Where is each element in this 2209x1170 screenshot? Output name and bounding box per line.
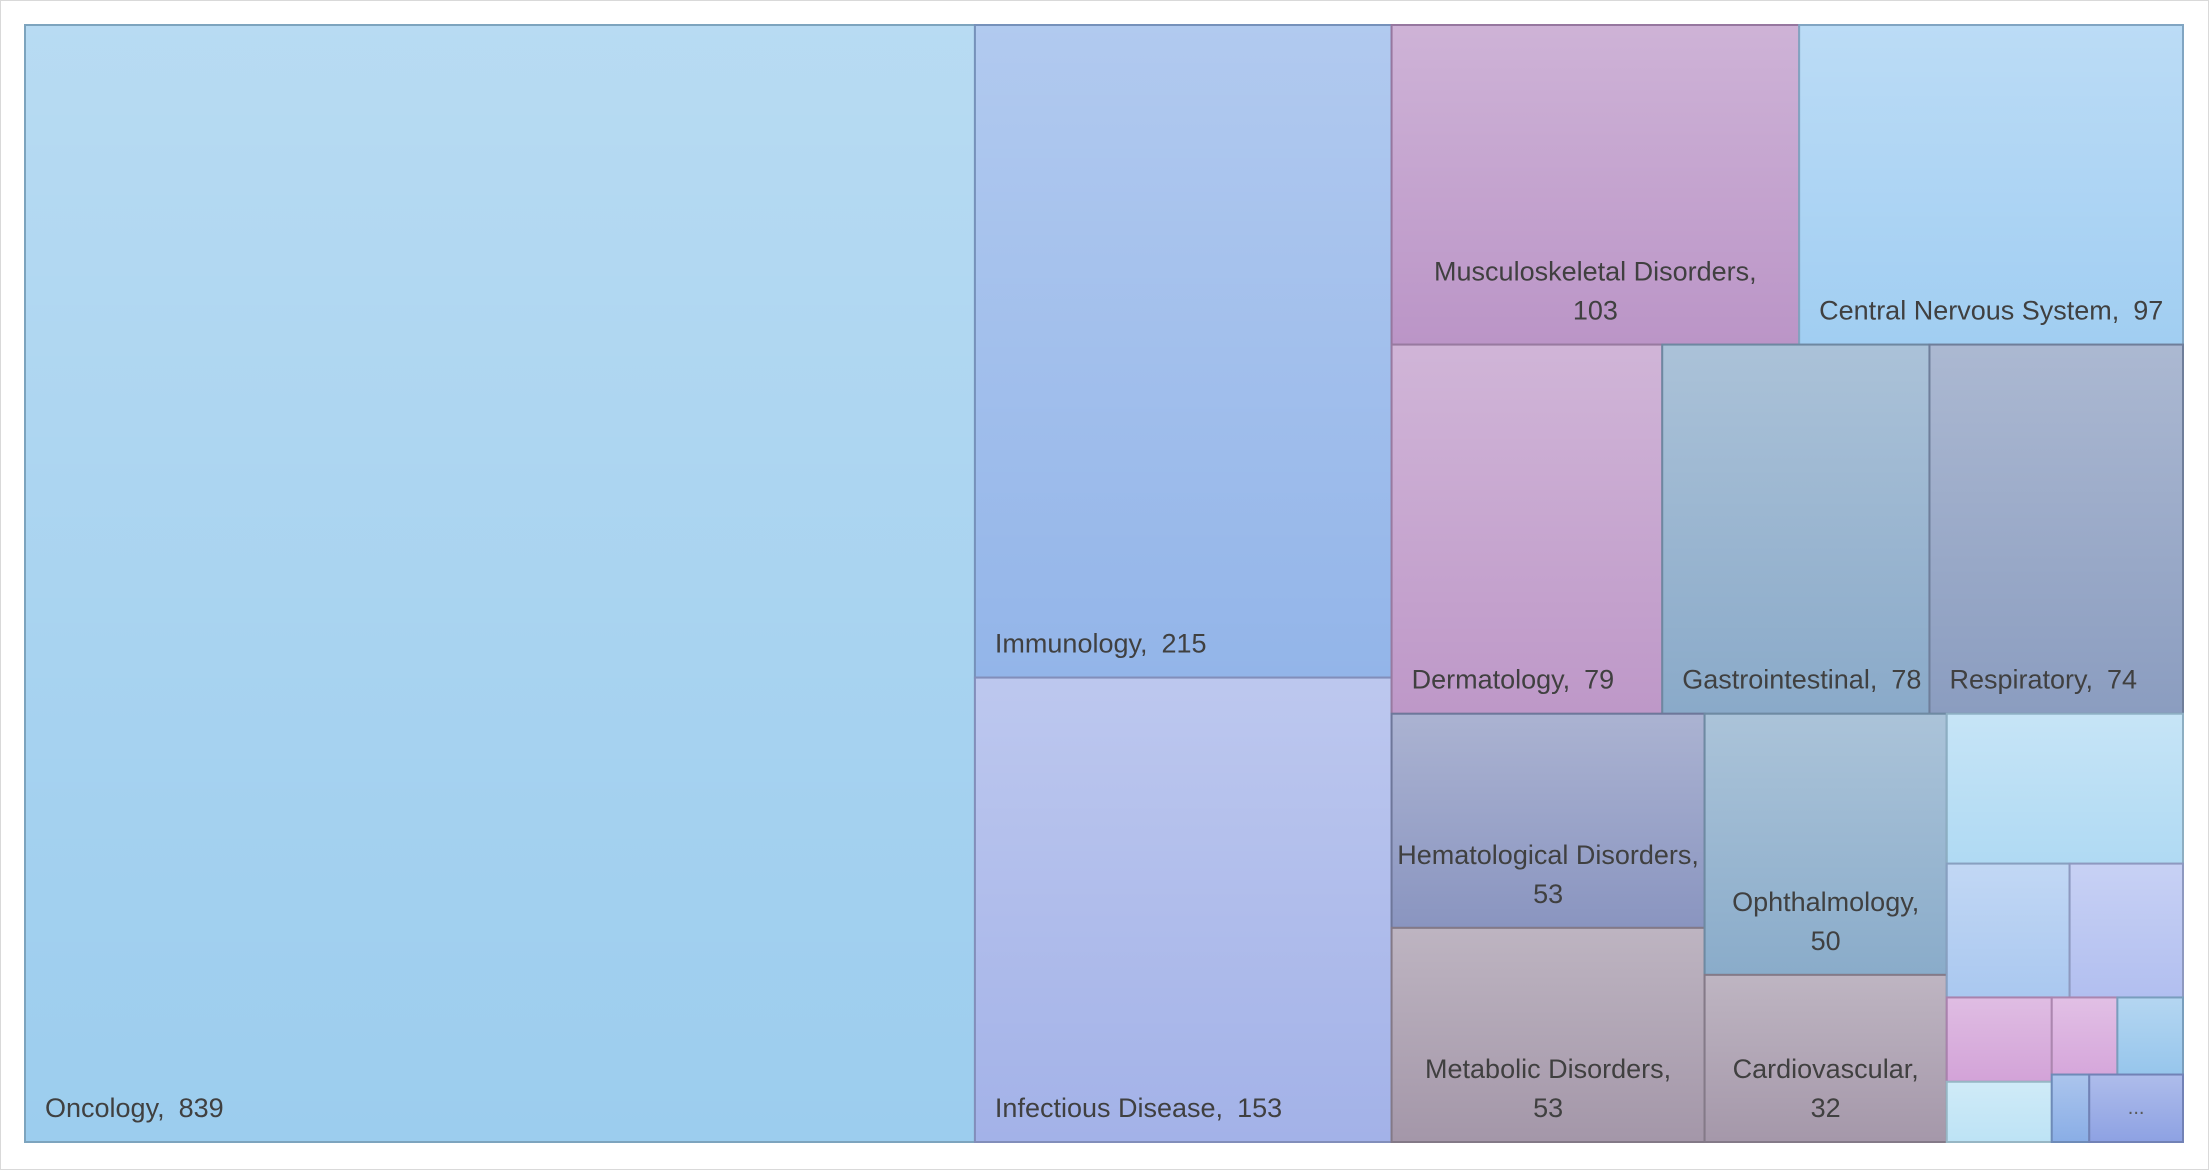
cell-shade [1800,26,2182,344]
cell-shade [2090,1075,2182,1141]
label-separator: , [1870,665,1878,695]
label-name: Ophthalmology [1732,887,1914,917]
label-value: 32 [1811,1093,1841,1123]
label-separator: , [1140,629,1148,659]
label-name: Respiratory [1949,665,2088,695]
cell-shade [1663,345,1929,713]
cell-shade [26,26,974,1141]
cell-shade [1947,714,2182,863]
label-separator: , [1749,257,1757,287]
label-separator: , [1691,840,1699,870]
label-value: 97 [2133,296,2163,326]
cell-label: Dermatology, 79 [1412,665,1615,695]
cell-shade [1392,714,1704,927]
label-name: Oncology [45,1093,160,1123]
label-value: 74 [2107,665,2137,695]
label-separator: , [157,1093,165,1123]
label-name: Infectious Disease [995,1093,1216,1123]
cell-label: Gastrointestinal, 78 [1682,665,1921,695]
label-separator: , [1911,1054,1919,1084]
label-separator: , [1216,1093,1224,1123]
cell-shade [1392,26,1799,344]
cell-label: Musculoskeletal Disorders, [1434,257,1757,287]
label-name: Immunology [995,629,1143,659]
cell-shade [1947,1082,2051,1141]
cell-shade [1705,714,1946,974]
cell-label: ... [2128,1097,2145,1119]
cell-label: Cardiovascular, [1733,1054,1919,1084]
cell-shade [1392,928,1704,1141]
label-value: 50 [1811,926,1841,956]
cell-shade [2118,998,2182,1074]
label-name: Metabolic Disorders [1425,1054,1664,1084]
cell-shade [1947,864,2069,997]
cell-label: Metabolic Disorders, [1425,1054,1671,1084]
cell-label: Infectious Disease, 153 [995,1093,1282,1123]
label-separator: , [2112,296,2120,326]
label-name: Dermatology [1412,665,1566,695]
label-value: 53 [1533,1093,1563,1123]
cell-label: Respiratory, 74 [1949,665,2137,695]
cell-shade [1930,345,2182,713]
cell-shade [975,678,1391,1141]
label-name: Central Nervous System [1819,296,2112,326]
label-separator: , [2086,665,2094,695]
label-value: 79 [1584,665,1614,695]
cell-shade [2052,998,2117,1074]
label-value: 53 [1533,879,1563,909]
cell-shade [1392,345,1662,713]
cell-label: Oncology, 839 [45,1093,224,1123]
label-separator: , [1563,665,1571,695]
cell-shade [2070,864,2182,997]
label-name: Gastrointestinal [1682,665,1870,695]
label-separator: , [1912,887,1920,917]
label-name: Cardiovascular [1733,1054,1913,1084]
cell-shade [2052,1075,2089,1141]
cell-shade [975,26,1391,677]
cell-label: Central Nervous System, 97 [1819,296,2163,326]
cell-label: Hematological Disorders, [1397,840,1699,870]
label-name: Musculoskeletal Disorders [1434,257,1749,287]
cell-shade [1705,975,1946,1141]
label-value: 215 [1162,629,1207,659]
label-name: Hematological Disorders [1397,840,1691,870]
label-value: 78 [1891,665,1921,695]
label-value: 103 [1573,296,1618,326]
label-separator: , [1664,1054,1672,1084]
label-value: 839 [179,1093,224,1123]
cell-label: Immunology, 215 [995,629,1207,659]
cell-shade [1947,998,2051,1081]
label-value: 153 [1237,1093,1282,1123]
cell-label: Ophthalmology, [1732,887,1919,917]
